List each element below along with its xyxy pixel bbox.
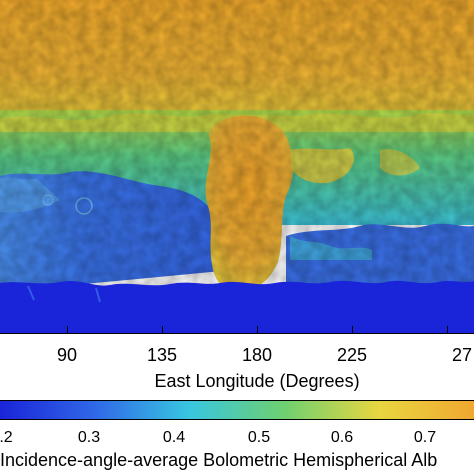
colorbar-tick-label: 0.7: [413, 429, 437, 446]
colorbar-label: Incidence-angle-average Bolometric Hemis…: [0, 450, 438, 470]
x-tick-mark: [447, 326, 448, 334]
x-tick-mark: [67, 326, 68, 334]
x-tick-label: 135: [146, 345, 178, 365]
colorbar: [0, 400, 474, 420]
colorbar-tick-label: .2: [0, 429, 13, 446]
map-frame: [0, 333, 474, 334]
colorbar-tick-label: 0.3: [77, 429, 101, 446]
x-tick-label: 90: [56, 345, 78, 365]
southern-no-data-region: [0, 280, 474, 334]
colorbar-tick-label: 0.5: [247, 429, 271, 446]
x-tick-mark: [352, 326, 353, 334]
x-tick-label: 225: [336, 345, 368, 365]
x-tick-mark: [162, 326, 163, 334]
colorbar-tick-label: 0.4: [162, 429, 186, 446]
albedo-map: [0, 0, 474, 334]
x-tick-mark: [257, 326, 258, 334]
x-tick-label: 180: [241, 345, 273, 365]
x-tick-label: 27: [451, 345, 473, 365]
albedo-map-image: [0, 0, 474, 334]
x-axis-label: East Longitude (Degrees): [154, 371, 360, 391]
colorbar-tick-label: 0.6: [330, 429, 354, 446]
